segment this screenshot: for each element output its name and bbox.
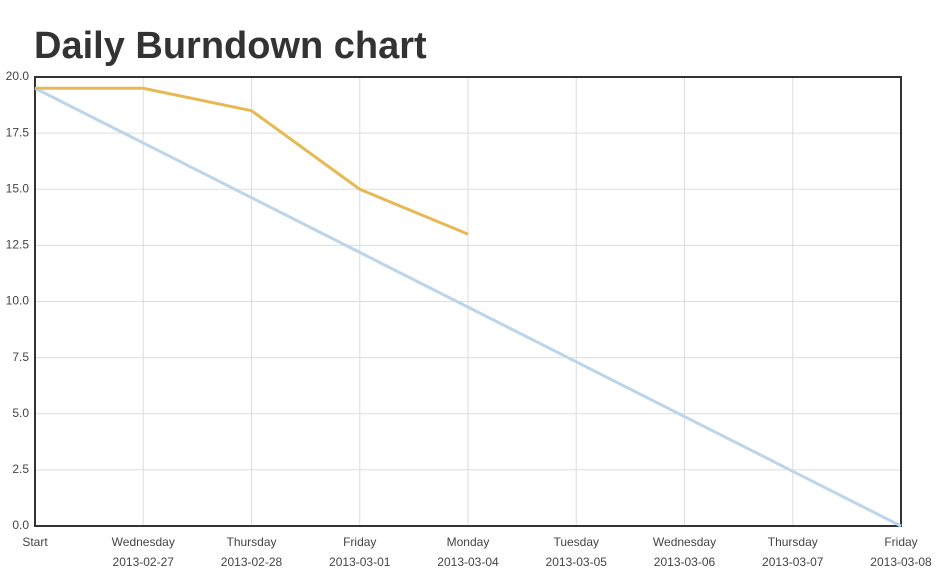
x-tick-sublabel: 2013-03-06 [654,555,716,569]
x-tick-sublabel: 2013-03-01 [329,555,391,569]
x-tick-label: Thursday [768,535,818,549]
y-tick-label: 0.0 [12,518,29,532]
x-tick-sublabel: 2013-03-07 [762,555,824,569]
x-tick-label: Monday [447,535,490,549]
x-tick-label: Wednesday [112,535,175,549]
y-tick-label: 5.0 [12,406,29,420]
x-tick-label: Friday [884,535,917,549]
x-tick-sublabel: 2013-02-28 [221,555,283,569]
chart-title: Daily Burndown chart [34,25,427,67]
y-tick-label: 15.0 [6,181,30,195]
series-line [34,86,902,528]
x-tick-sublabel: 2013-02-27 [113,555,175,569]
y-tick-label: 2.5 [12,462,29,476]
y-tick-label: 7.5 [12,350,29,364]
x-tick-label: Start [22,535,48,549]
series-line [35,86,469,236]
x-tick-label: Friday [343,535,376,549]
y-tick-label: 20.0 [6,69,30,83]
x-tick-sublabel: 2013-03-04 [437,555,499,569]
x-tick-label: Wednesday [653,535,716,549]
y-tick-label: 10.0 [6,294,30,308]
x-tick-sublabel: 2013-03-05 [546,555,608,569]
plot-border [34,76,902,527]
y-tick-label: 12.5 [6,238,30,252]
x-tick-label: Thursday [226,535,276,549]
x-tick-label: Tuesday [553,535,599,549]
y-tick-label: 17.5 [6,125,30,139]
x-tick-sublabel: 2013-03-08 [870,555,932,569]
